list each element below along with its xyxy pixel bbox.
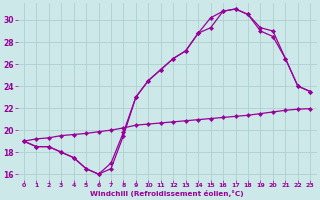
X-axis label: Windchill (Refroidissement éolien,°C): Windchill (Refroidissement éolien,°C) — [90, 190, 244, 197]
